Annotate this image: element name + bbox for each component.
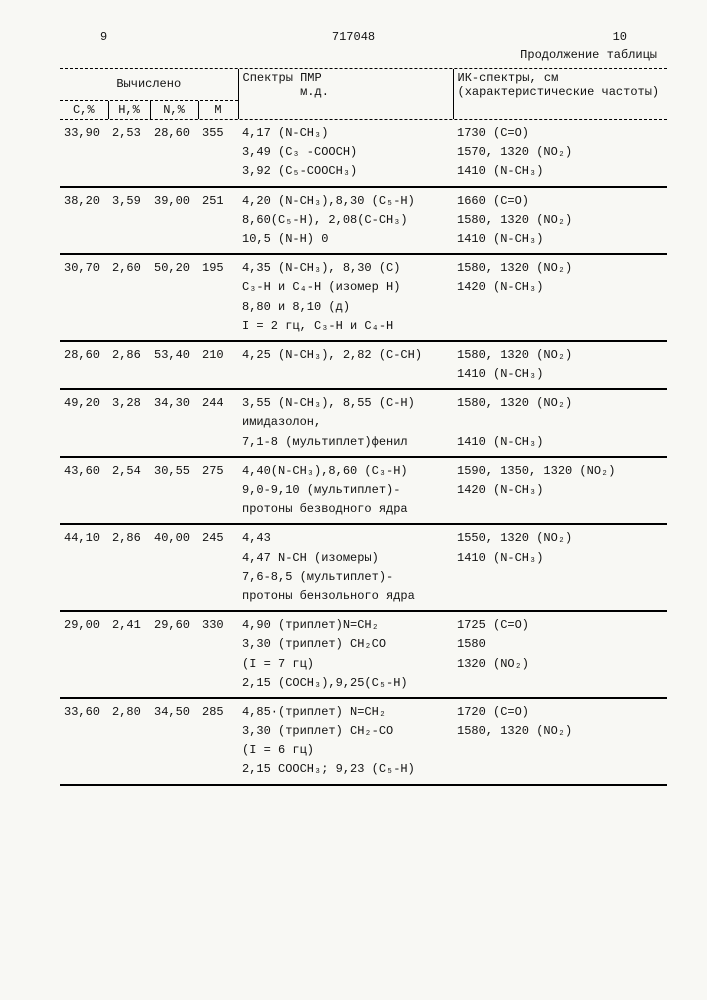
cell-m: 275 bbox=[198, 458, 238, 524]
cell-h: 3,59 bbox=[108, 188, 150, 254]
cell-m: 285 bbox=[198, 699, 238, 784]
col-h: Н,% bbox=[108, 101, 150, 119]
cell-ik: 1590, 1350, 1320 (NO₂)1420 (N-CH₃) bbox=[453, 458, 667, 524]
table-row: 38,203,5939,002514,20 (N-CH₃),8,30 (C₅-H… bbox=[60, 188, 667, 254]
ik-header: ИК-спектры, см bbox=[458, 71, 559, 85]
table-continuation: Продолжение таблицы bbox=[60, 48, 667, 62]
cell-ik: 1580, 1320 (NO₂)1410 (N-CH₃) bbox=[453, 390, 667, 456]
cell-n: 34,50 bbox=[150, 699, 198, 784]
cell-h: 3,28 bbox=[108, 390, 150, 456]
cell-m: 251 bbox=[198, 188, 238, 254]
cell-h: 2,86 bbox=[108, 525, 150, 610]
cell-n: 39,00 bbox=[150, 188, 198, 254]
cell-ik: 1660 (C=O)1580, 1320 (NO₂)1410 (N-CH₃) bbox=[453, 188, 667, 254]
cell-h: 2,53 bbox=[108, 120, 150, 186]
cell-m: 355 bbox=[198, 120, 238, 186]
cell-pmr: 4,35 (N-CH₃), 8,30 (С)C₃-H и C₄-H (изоме… bbox=[238, 255, 453, 340]
cell-m: 210 bbox=[198, 342, 238, 388]
cell-h: 2,41 bbox=[108, 612, 150, 697]
pmr-sub: м.д. bbox=[300, 85, 329, 99]
col-n: N,% bbox=[150, 101, 198, 119]
cell-n: 40,00 bbox=[150, 525, 198, 610]
cell-pmr: 3,55 (N-CH₃), 8,55 (C-H)имидазолон,7,1-8… bbox=[238, 390, 453, 456]
cell-h: 2,86 bbox=[108, 342, 150, 388]
page-no-left: 9 bbox=[60, 30, 107, 44]
cell-ik: 1730 (C=O)1570, 1320 (NO₂)1410 (N-CH₃) bbox=[453, 120, 667, 186]
cell-c: 28,60 bbox=[60, 342, 108, 388]
cell-ik: 1580, 1320 (NO₂)1410 (N-CH₃) bbox=[453, 342, 667, 388]
cell-n: 30,55 bbox=[150, 458, 198, 524]
cell-c: 49,20 bbox=[60, 390, 108, 456]
col-m: М bbox=[198, 101, 238, 119]
data-table: Вычислено Спектры ПМР м.д. ИК-спектры, с… bbox=[60, 68, 667, 786]
row-separator bbox=[60, 784, 667, 786]
cell-m: 244 bbox=[198, 390, 238, 456]
table-row: 33,602,8034,502854,85·(триплет) N=CH₂3,3… bbox=[60, 699, 667, 784]
cell-m: 245 bbox=[198, 525, 238, 610]
cell-ik: 1550, 1320 (NO₂)1410 (N-CH₃) bbox=[453, 525, 667, 610]
cell-m: 330 bbox=[198, 612, 238, 697]
pmr-header: Спектры ПМР bbox=[243, 71, 322, 85]
cell-h: 2,80 bbox=[108, 699, 150, 784]
cell-pmr: 4,85·(триплет) N=CH₂3,30 (триплет) CH₂-C… bbox=[238, 699, 453, 784]
table-row: 30,702,6050,201954,35 (N-CH₃), 8,30 (С)C… bbox=[60, 255, 667, 340]
header-row-1: Вычислено Спектры ПМР м.д. ИК-спектры, с… bbox=[60, 69, 667, 99]
cell-c: 30,70 bbox=[60, 255, 108, 340]
table-row: 49,203,2834,302443,55 (N-CH₃), 8,55 (C-H… bbox=[60, 390, 667, 456]
patent-number: 717048 bbox=[332, 30, 375, 44]
page-header: 9 717048 10 bbox=[60, 30, 667, 44]
ik-sub: (характеристические частоты) bbox=[458, 85, 660, 99]
cell-h: 2,54 bbox=[108, 458, 150, 524]
cell-c: 44,10 bbox=[60, 525, 108, 610]
cell-ik: 1725 (C=O)15801320 (NO₂) bbox=[453, 612, 667, 697]
cell-n: 53,40 bbox=[150, 342, 198, 388]
header-row-2: С,% Н,% N,% М bbox=[60, 101, 667, 119]
col-c: С,% bbox=[60, 101, 108, 119]
table-row: 44,102,8640,002454,434,47 N-CH (изомеры)… bbox=[60, 525, 667, 610]
cell-c: 29,00 bbox=[60, 612, 108, 697]
cell-c: 38,20 bbox=[60, 188, 108, 254]
cell-n: 34,30 bbox=[150, 390, 198, 456]
cell-pmr: 4,17 (N-CH₃)3,49 (C₃ -COOCH)3,92 (C₅-COO… bbox=[238, 120, 453, 186]
cell-pmr: 4,25 (N-CH₃), 2,82 (C-CH) bbox=[238, 342, 453, 388]
cell-n: 29,60 bbox=[150, 612, 198, 697]
table-row: 43,602,5430,552754,40(N-CH₃),8,60 (C₃-H)… bbox=[60, 458, 667, 524]
calc-header: Вычислено bbox=[116, 77, 181, 91]
cell-m: 195 bbox=[198, 255, 238, 340]
cell-n: 50,20 bbox=[150, 255, 198, 340]
cell-pmr: 4,20 (N-CH₃),8,30 (C₅-H)8,60(C₅-H), 2,08… bbox=[238, 188, 453, 254]
cell-c: 43,60 bbox=[60, 458, 108, 524]
cell-c: 33,90 bbox=[60, 120, 108, 186]
cell-ik: 1720 (C=O)1580, 1320 (NO₂) bbox=[453, 699, 667, 784]
table-row: 28,602,8653,402104,25 (N-CH₃), 2,82 (C-C… bbox=[60, 342, 667, 388]
cell-ik: 1580, 1320 (NO₂)1420 (N-CH₃) bbox=[453, 255, 667, 340]
cell-h: 2,60 bbox=[108, 255, 150, 340]
cell-pmr: 4,90 (триплет)N=CH₂3,30 (триплет) CH₂CO(… bbox=[238, 612, 453, 697]
cell-pmr: 4,40(N-CH₃),8,60 (C₃-H)9,0-9,10 (мультип… bbox=[238, 458, 453, 524]
cell-c: 33,60 bbox=[60, 699, 108, 784]
cell-pmr: 4,434,47 N-CH (изомеры)7,6-8,5 (мультипл… bbox=[238, 525, 453, 610]
table-row: 29,002,4129,603304,90 (триплет)N=CH₂3,30… bbox=[60, 612, 667, 697]
table-row: 33,902,5328,603554,17 (N-CH₃)3,49 (C₃ -C… bbox=[60, 120, 667, 186]
page-root: 9 717048 10 Продолжение таблицы Вычислен… bbox=[0, 0, 707, 1000]
cell-n: 28,60 bbox=[150, 120, 198, 186]
page-no-right: 10 bbox=[613, 30, 667, 44]
